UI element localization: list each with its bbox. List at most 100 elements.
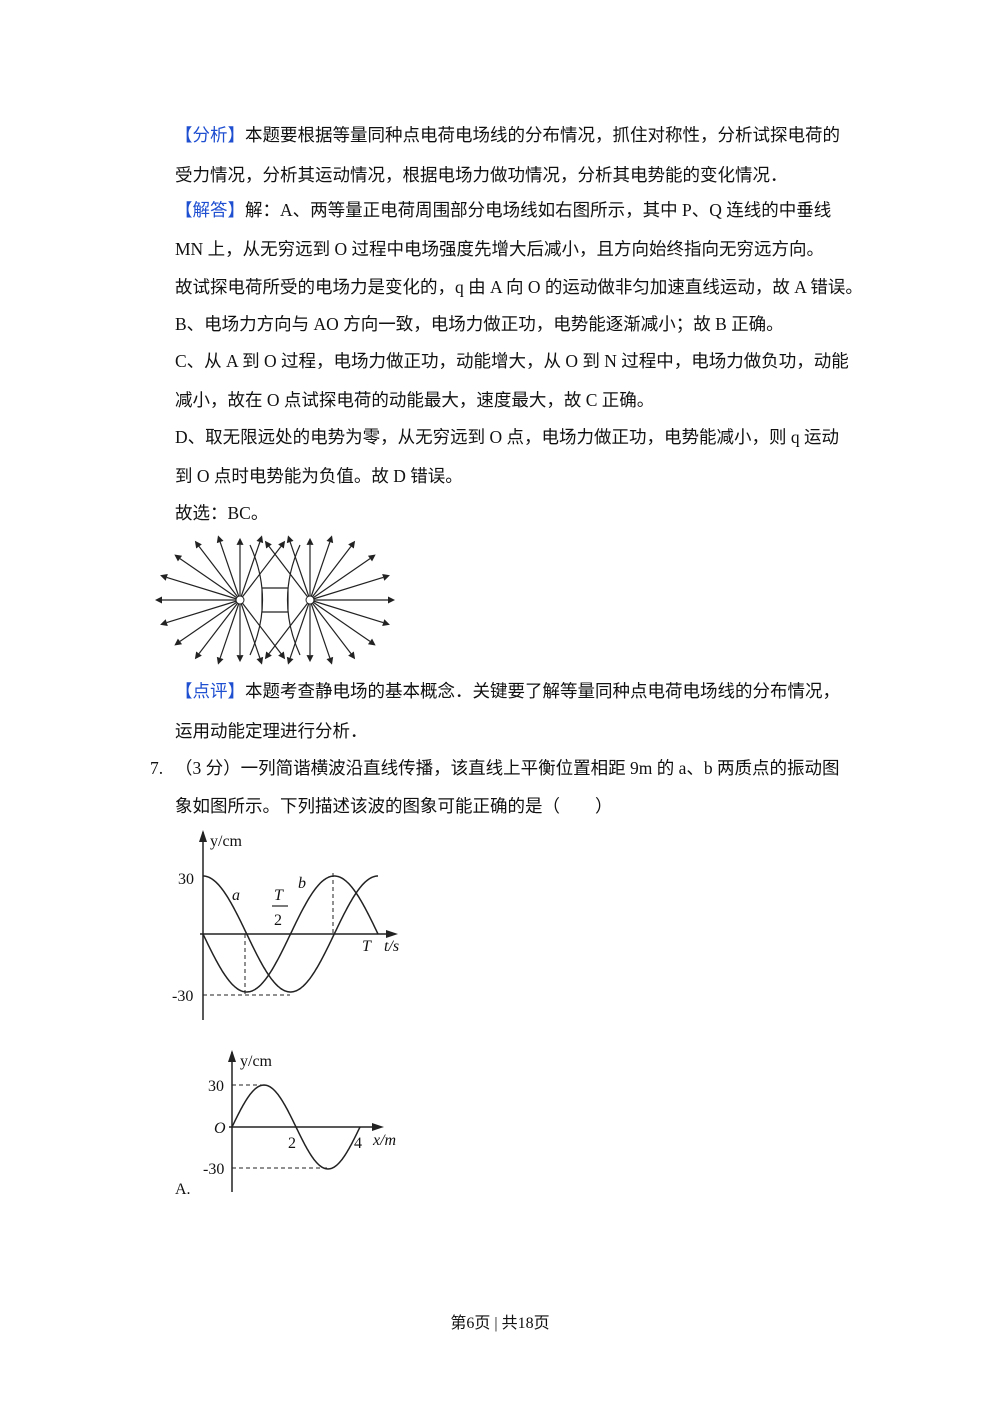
field-line — [239, 546, 282, 601]
tag-part: 本题要根据等量同种点电荷电场线的分布情况，抓住对称性，分析试探电荷的 — [245, 125, 840, 145]
paragraph-line: 受力情况，分析其运动情况，根据电场力做功情况，分析其电势能的变化情况． — [175, 165, 788, 185]
field-arrow — [367, 554, 376, 562]
field-arrow — [367, 638, 376, 646]
paragraph-line: 象如图所示。下列描述该波的图象可能正确的是（ ） — [175, 796, 613, 816]
tag-part: 】 — [228, 681, 246, 701]
field-line — [309, 541, 331, 601]
field-arrow — [264, 651, 272, 660]
paragraph-line: D、取无限远处的电势为零，从无穷远到 O 点，电场力做正功，电势能减小，则 q … — [175, 427, 839, 447]
field-line — [249, 544, 301, 656]
field-line — [166, 576, 241, 601]
field-arrow — [174, 554, 183, 562]
field-line — [219, 541, 241, 601]
vibration-chart — [199, 830, 398, 1020]
field-line — [309, 546, 352, 601]
tick-label: 4 — [354, 1135, 362, 1152]
paragraph-line: 【分析】本题要根据等量同种点电荷电场线的分布情况，抓住对称性，分析试探电荷的 — [175, 125, 840, 145]
curve-label: b — [298, 875, 306, 892]
field-line — [309, 599, 384, 624]
origin-label: O — [214, 1120, 226, 1137]
field-arrow — [155, 596, 162, 604]
field-arrow — [388, 596, 395, 604]
curve-label: a — [232, 887, 240, 904]
field-arrow — [348, 651, 356, 660]
tick-label: -30 — [172, 988, 193, 1005]
fraction-den: 2 — [274, 912, 282, 929]
field-arrow — [382, 574, 390, 581]
field-arrow — [256, 656, 264, 665]
field-line — [268, 599, 311, 654]
axis-label: t/s — [384, 938, 399, 955]
field-line — [239, 599, 282, 654]
axis-label: x/m — [372, 1132, 396, 1149]
field-line — [309, 576, 384, 601]
field-arrow — [306, 655, 314, 663]
field-arrow — [286, 656, 294, 665]
tag-part: 【 — [175, 200, 193, 220]
field-line — [309, 599, 371, 642]
field-arrow — [348, 540, 356, 549]
paragraph-line: （3 分）一列简谐横波沿直线传播，该直线上平衡位置相距 9m 的 a、b 两质点… — [175, 758, 840, 778]
paragraph-line: 故选：BC。 — [175, 503, 268, 523]
tag-part: 点评 — [193, 681, 228, 701]
paragraph-line: MN 上，从无穷远到 O 过程中电场强度先增大后减小，且方向始终指向无穷远方向。 — [175, 239, 824, 259]
field-arrow — [236, 655, 244, 663]
field-arrow — [286, 535, 294, 544]
paragraph-line: C、从 A 到 O 过程，电场力做正功，动能增大，从 O 到 N 过程中，电场力… — [175, 351, 849, 371]
footer-part: | — [490, 1315, 497, 1332]
tag-part: 】 — [228, 200, 246, 220]
field-arrow — [256, 535, 264, 544]
period-label: T — [362, 938, 372, 955]
tag-part: 解答 — [193, 200, 228, 220]
field-line — [166, 599, 241, 624]
field-arrow — [174, 638, 183, 646]
footer-part: 共18页 — [498, 1314, 550, 1332]
field-arrow — [306, 537, 314, 545]
axis-label: y/cm — [210, 833, 243, 850]
tag-part: 【 — [175, 125, 193, 145]
field-line — [179, 558, 241, 601]
wave-chart — [228, 1050, 384, 1192]
charge — [235, 595, 245, 605]
tick-label: 2 — [288, 1135, 296, 1152]
paragraph-line: B、电场力方向与 AO 方向一致，电场力做正功，电势能逐渐减小；故 B 正确。 — [175, 314, 784, 334]
tick-label: 30 — [208, 1078, 224, 1095]
question-number: 7. — [150, 758, 163, 778]
field-line — [198, 599, 241, 654]
field-arrow — [194, 651, 202, 660]
field-arrow — [326, 656, 334, 665]
tick-label: -30 — [203, 1161, 224, 1178]
field-arrow — [382, 619, 390, 626]
tick-label: 30 — [178, 871, 194, 888]
tag-part: 解：A、两等量正电荷周围部分电场线如右图所示，其中 P、Q 连线的中垂线 — [245, 200, 831, 220]
footer-part: 第6页 — [450, 1314, 490, 1332]
field-arrow — [160, 574, 168, 581]
field-line — [309, 558, 371, 601]
field-line — [198, 546, 241, 601]
field-arrow — [216, 656, 224, 665]
field-line — [309, 599, 331, 659]
footer: 第6页 | 共18页 — [450, 1314, 549, 1332]
field-line — [179, 599, 241, 642]
field-arrow — [216, 535, 224, 544]
tag-part: 】 — [228, 125, 246, 145]
field-line — [239, 599, 261, 659]
paragraph-line: 【解答】解：A、两等量正电荷周围部分电场线如右图所示，其中 P、Q 连线的中垂线 — [175, 200, 831, 220]
field-arrow — [160, 619, 168, 626]
charge — [305, 595, 315, 605]
field-arrow — [278, 651, 286, 660]
paragraph-line: 到 O 点时电势能为负值。故 D 错误。 — [175, 466, 463, 486]
tag-part: 分析 — [193, 125, 228, 145]
paragraph-line: 运用动能定理进行分析． — [175, 721, 368, 741]
paragraph-line: 减小，故在 O 点试探电荷的动能最大，速度最大，故 C 正确。 — [175, 390, 654, 410]
option-label: A. — [175, 1181, 191, 1198]
field-line — [309, 599, 352, 654]
field-diagram — [155, 535, 395, 665]
field-line — [239, 541, 261, 601]
field-arrow — [194, 540, 202, 549]
field-line — [268, 546, 311, 601]
field-line — [219, 599, 241, 659]
paragraph-line: 【点评】本题考查静电场的基本概念．关键要了解等量同种点电荷电场线的分布情况， — [175, 681, 840, 701]
field-line — [289, 541, 311, 601]
paragraph-line: 故试探电荷所受的电场力是变化的，q 由 A 向 O 的运动做非匀加速直线运动，故… — [175, 277, 863, 297]
